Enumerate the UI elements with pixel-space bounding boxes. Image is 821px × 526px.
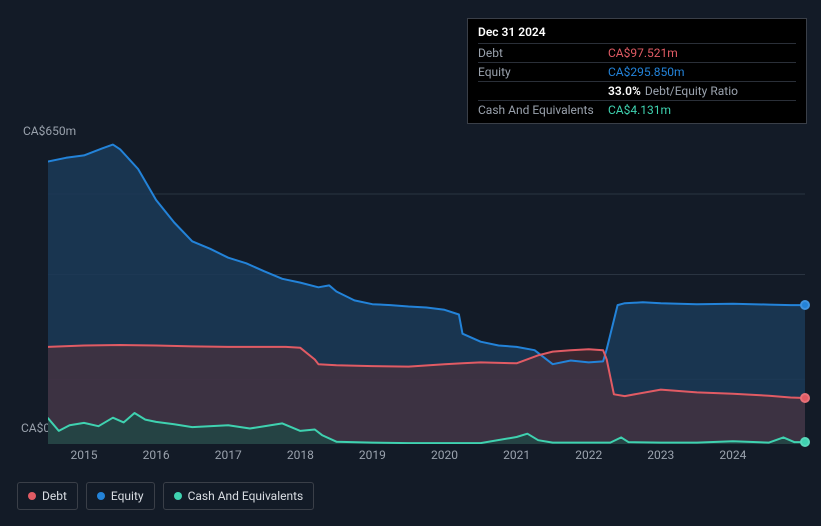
tooltip-value-debt: CA$97.521m: [608, 46, 796, 60]
tooltip-label: Debt: [478, 46, 608, 60]
x-tick-label: 2021: [503, 448, 530, 462]
series-end-marker: [800, 437, 810, 447]
legend-dot-icon: [97, 492, 105, 500]
x-tick-label: 2019: [359, 448, 386, 462]
x-tick-label: 2017: [215, 448, 242, 462]
legend-dot-icon: [174, 492, 182, 500]
plot-area[interactable]: [48, 139, 805, 444]
x-tick-label: 2024: [719, 448, 746, 462]
x-tick-label: 2015: [71, 448, 98, 462]
tooltip-row-cash: Cash And Equivalents CA$4.131m: [478, 100, 796, 119]
tooltip-label: Equity: [478, 65, 608, 79]
series-end-marker: [800, 300, 810, 310]
chart-svg: [48, 139, 805, 444]
legend-item-equity[interactable]: Equity: [86, 482, 155, 510]
x-tick-label: 2020: [431, 448, 458, 462]
legend-label: Equity: [111, 489, 144, 503]
legend-item-cash[interactable]: Cash And Equivalents: [163, 482, 315, 510]
tooltip-value-cash: CA$4.131m: [608, 103, 796, 117]
chart-container: Dec 31 2024 Debt CA$97.521m Equity CA$29…: [0, 0, 821, 526]
legend: Debt Equity Cash And Equivalents: [17, 482, 314, 510]
x-tick-label: 2016: [143, 448, 170, 462]
tooltip-label-empty: [478, 84, 608, 98]
legend-item-debt[interactable]: Debt: [17, 482, 78, 510]
tooltip-date: Dec 31 2024: [478, 25, 796, 43]
y-axis-min-label: CA$0: [21, 421, 50, 435]
x-axis-ticks: 2015 2016 2017 2018 2019 2020 2021 2022 2023 2024: [48, 448, 805, 464]
y-axis-max-label: CA$650m: [23, 124, 76, 138]
x-tick-label: 2018: [287, 448, 314, 462]
tooltip-row-equity: Equity CA$295.850m: [478, 62, 796, 81]
tooltip-value-equity: CA$295.850m: [608, 65, 796, 79]
legend-label: Debt: [42, 489, 67, 503]
tooltip-row-ratio: 33.0% Debt/Equity Ratio: [478, 81, 796, 100]
series-end-marker: [800, 393, 810, 403]
legend-label: Cash And Equivalents: [188, 489, 304, 503]
ratio-label: Debt/Equity Ratio: [645, 84, 738, 98]
tooltip-label: Cash And Equivalents: [478, 103, 608, 117]
x-tick-label: 2022: [575, 448, 602, 462]
hover-tooltip: Dec 31 2024 Debt CA$97.521m Equity CA$29…: [467, 18, 807, 124]
tooltip-row-debt: Debt CA$97.521m: [478, 43, 796, 62]
tooltip-value-ratio: 33.0% Debt/Equity Ratio: [608, 84, 796, 98]
ratio-percent: 33.0%: [608, 84, 641, 98]
legend-dot-icon: [28, 492, 36, 500]
x-tick-label: 2023: [647, 448, 674, 462]
